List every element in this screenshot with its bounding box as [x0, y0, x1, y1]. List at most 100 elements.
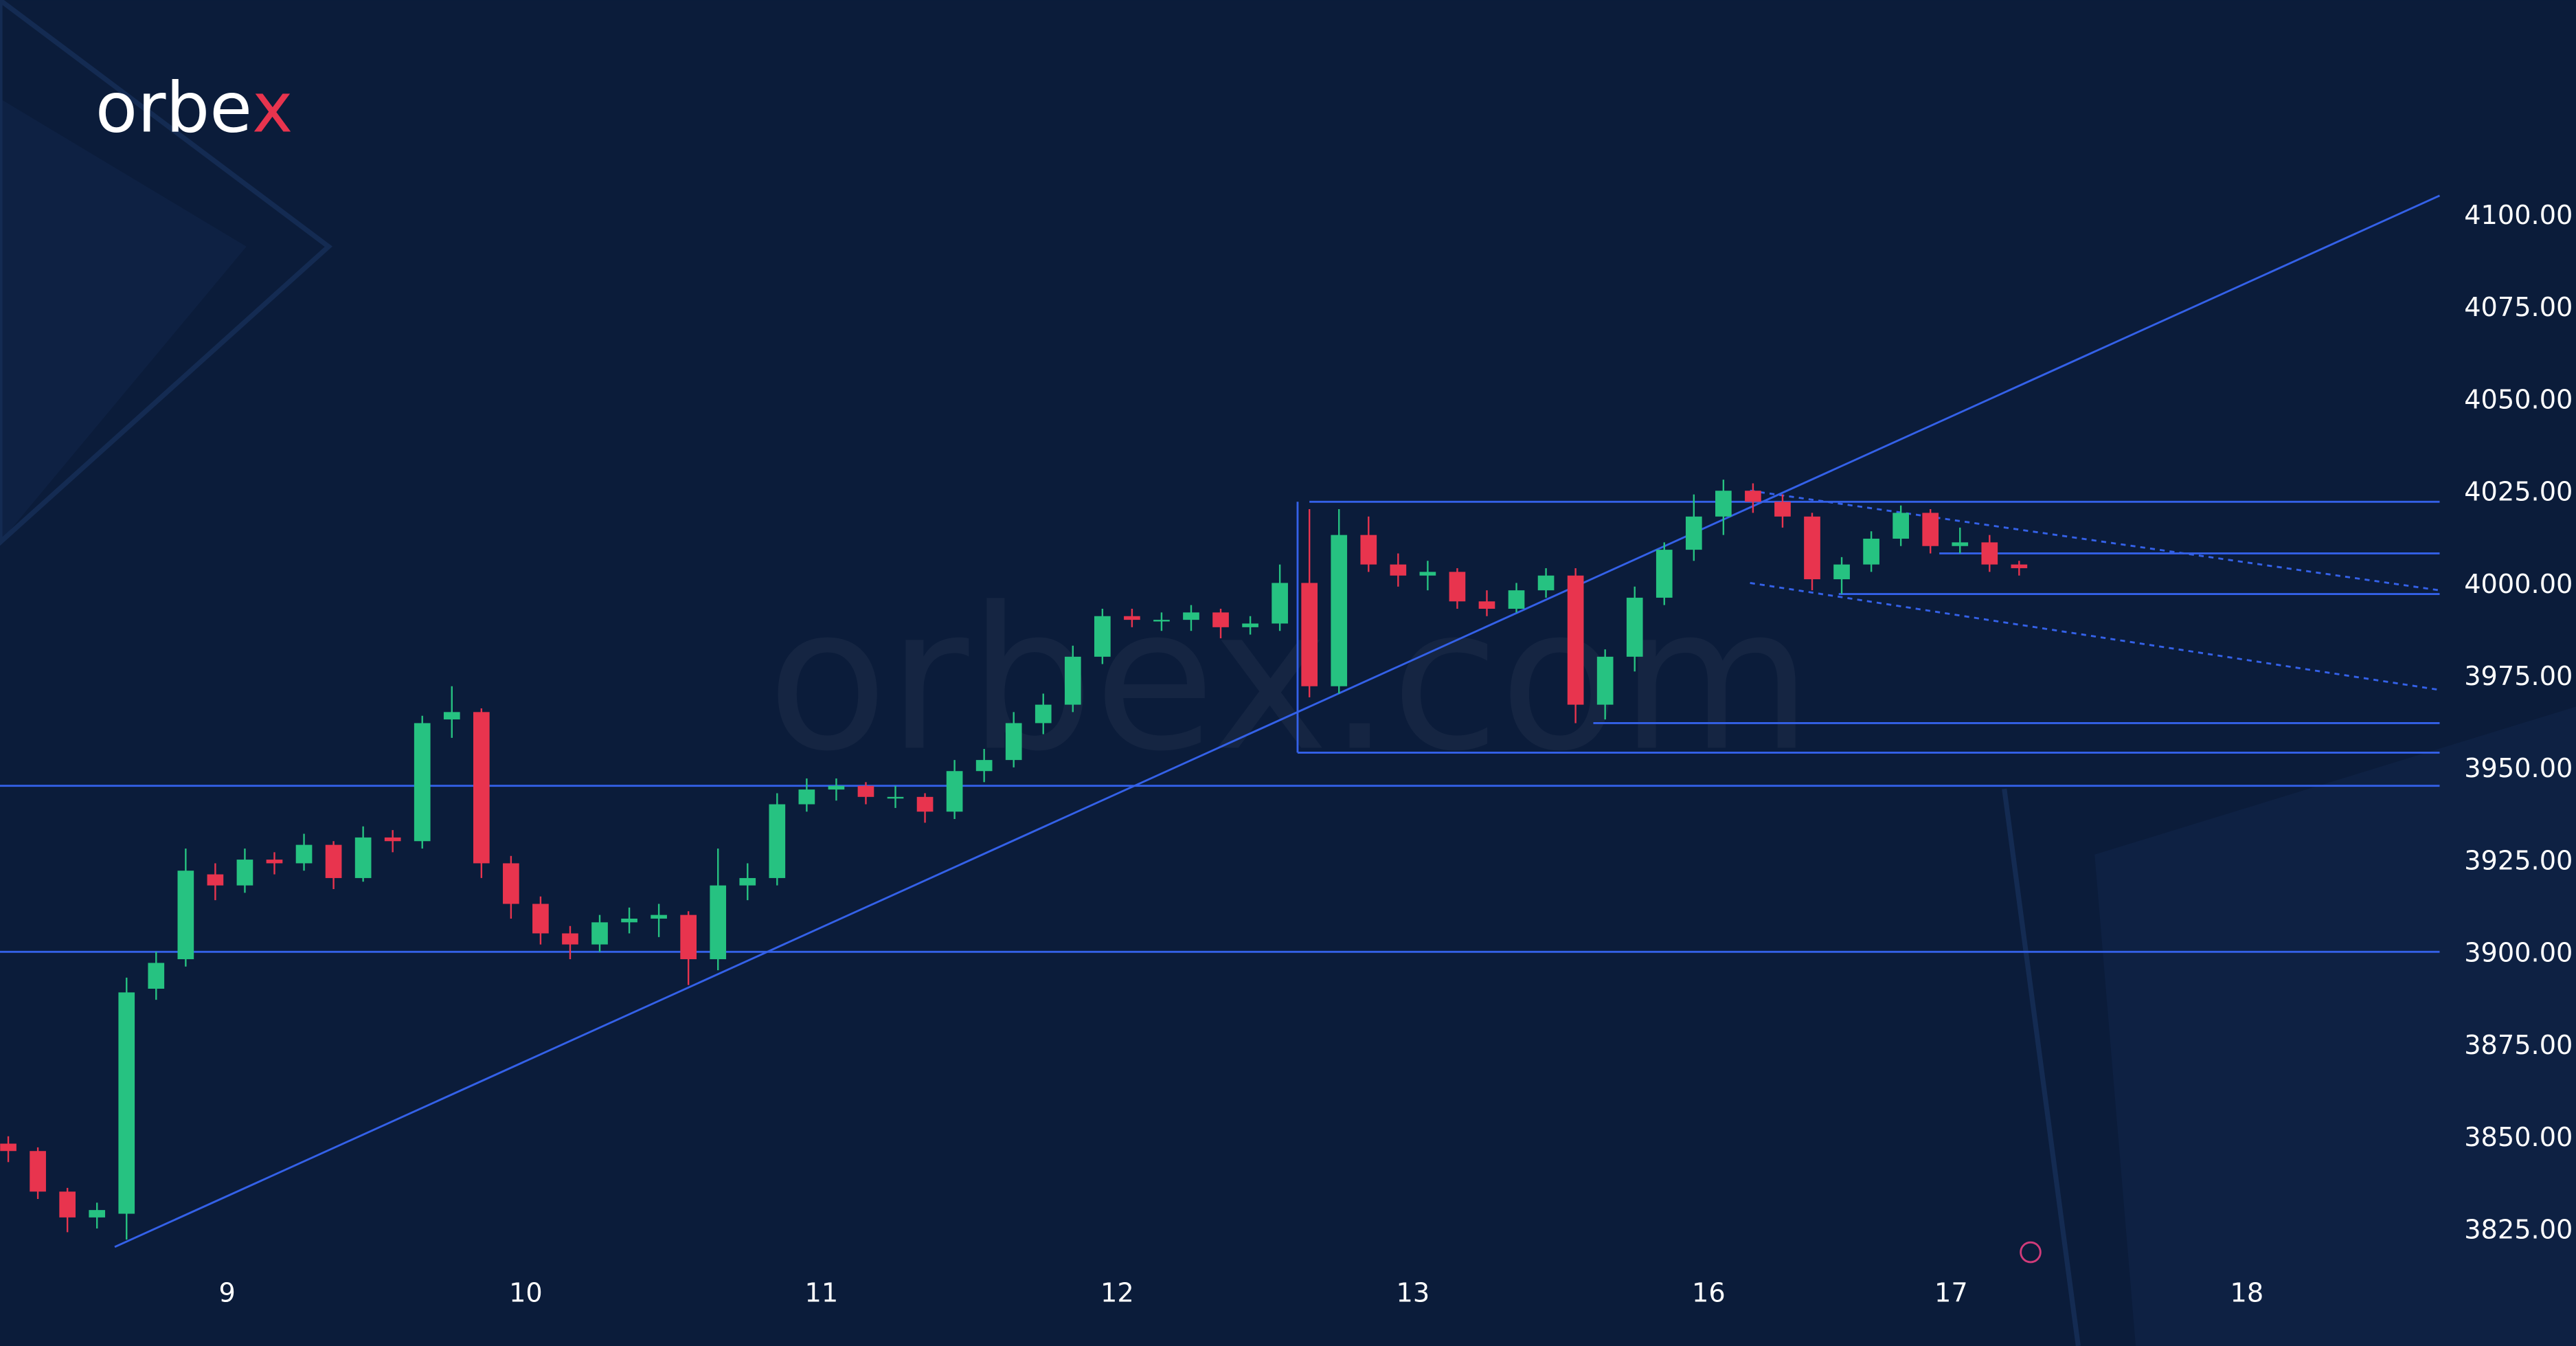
- candle-body: [887, 796, 904, 799]
- axes: 3825.00 3850.00 3875.00 3900.00 3925.00 3950.…: [218, 200, 2573, 1308]
- candle-body: [503, 863, 519, 904]
- candle-body: [680, 915, 697, 960]
- candle-body: [1124, 616, 1140, 620]
- candle-body: [30, 1151, 46, 1192]
- candle-body: [354, 837, 372, 878]
- y-tick-label: 3900.00: [2464, 938, 2573, 969]
- x-tick-label: 9: [218, 1277, 235, 1308]
- decor: [2094, 706, 2576, 1346]
- candle-body: [828, 785, 845, 790]
- candle-body: [207, 874, 224, 886]
- candle-body: [946, 771, 963, 812]
- candle-body: [0, 1143, 16, 1152]
- candle-body: [1774, 502, 1791, 517]
- candle-body: [236, 860, 253, 886]
- candle-body: [1419, 572, 1436, 576]
- candle-body: [118, 992, 135, 1214]
- candle-body: [443, 712, 460, 720]
- candle-body: [1005, 723, 1022, 761]
- candle-body: [710, 885, 727, 960]
- candle-body: [1745, 491, 1761, 502]
- candle-body: [1242, 623, 1258, 627]
- candle-body: [1449, 572, 1466, 602]
- candle-body: [1183, 612, 1199, 620]
- y-tick-label: 3950.00: [2464, 753, 2573, 784]
- candle-body: [1094, 616, 1111, 657]
- candle-body: [1715, 491, 1732, 517]
- candle-body: [1981, 542, 1998, 565]
- x-tick-label: 12: [1100, 1277, 1134, 1308]
- candle-body: [1596, 656, 1614, 705]
- drawing-line: [1750, 489, 2440, 592]
- y-tick-label: 4100.00: [2464, 200, 2573, 231]
- candle-body: [591, 922, 608, 945]
- decor: [0, 0, 332, 546]
- y-tick-label: 4025.00: [2464, 477, 2573, 508]
- candle-body: [1922, 513, 1939, 546]
- x-tick-label: 13: [1397, 1277, 1430, 1308]
- y-tick-label: 3875.00: [2464, 1030, 2573, 1061]
- candle-body: [1331, 535, 1348, 686]
- x-tick-label: 16: [1692, 1277, 1726, 1308]
- drawings: [0, 194, 2441, 1248]
- decor: [0, 98, 247, 543]
- candle-body: [1272, 583, 1288, 624]
- candle-body: [177, 871, 194, 960]
- candle-body: [1301, 583, 1318, 686]
- candles: [0, 480, 2028, 1240]
- candle-body: [916, 796, 934, 812]
- candle-body: [1685, 516, 1702, 550]
- candle-body: [1863, 539, 1879, 565]
- candle-body: [739, 877, 756, 886]
- candle-body: [89, 1210, 106, 1218]
- candle-body: [2011, 564, 2028, 568]
- candle-body: [59, 1191, 76, 1218]
- y-tick-label: 3975.00: [2464, 661, 2573, 692]
- candle-body: [266, 860, 283, 864]
- candle-body: [857, 785, 874, 797]
- x-tick-label: 11: [805, 1277, 839, 1308]
- logo: orbex: [95, 67, 293, 148]
- candle-body: [532, 904, 549, 934]
- candle-body: [1833, 564, 1850, 580]
- drawing-line: [1750, 582, 2440, 691]
- candle-body: [1390, 564, 1407, 576]
- candle-body: [769, 804, 786, 878]
- x-tick-label: 18: [2230, 1277, 2263, 1308]
- y-tick-label: 3850.00: [2464, 1122, 2573, 1153]
- candle-body: [414, 723, 431, 842]
- candle-body: [384, 837, 401, 842]
- candle-body: [1626, 597, 1643, 657]
- candle-body: [798, 789, 815, 805]
- candle-body: [1508, 590, 1525, 609]
- candle-body: [1567, 575, 1584, 705]
- candle-body: [325, 844, 342, 878]
- y-tick-label: 4000.00: [2464, 569, 2573, 600]
- candle-body: [1952, 542, 1969, 546]
- candle-body: [1153, 620, 1170, 622]
- y-tick-label: 3825.00: [2464, 1214, 2573, 1245]
- drawing-line: [114, 194, 2441, 1248]
- candle-body: [1212, 612, 1229, 627]
- candle-body: [562, 933, 578, 945]
- candle-body: [1537, 575, 1555, 591]
- candle-body: [1360, 535, 1377, 565]
- candle-body: [1035, 704, 1052, 724]
- y-tick-label: 4050.00: [2464, 384, 2573, 415]
- x-tick-label: 10: [509, 1277, 543, 1308]
- event-icon: [2020, 1241, 2042, 1264]
- x-tick-label: 17: [1934, 1277, 1968, 1308]
- candle-body: [295, 844, 313, 864]
- candle-body: [651, 915, 667, 919]
- candle-body: [473, 712, 490, 864]
- candle-body: [1478, 601, 1495, 609]
- candle-body: [975, 760, 993, 772]
- candle-body: [1656, 550, 1673, 598]
- y-tick-label: 4075.00: [2464, 292, 2573, 323]
- candle-body: [1804, 516, 1820, 580]
- candle-body: [621, 918, 637, 923]
- watermark: orbex.com: [767, 565, 1812, 794]
- y-tick-label: 3925.00: [2464, 845, 2573, 876]
